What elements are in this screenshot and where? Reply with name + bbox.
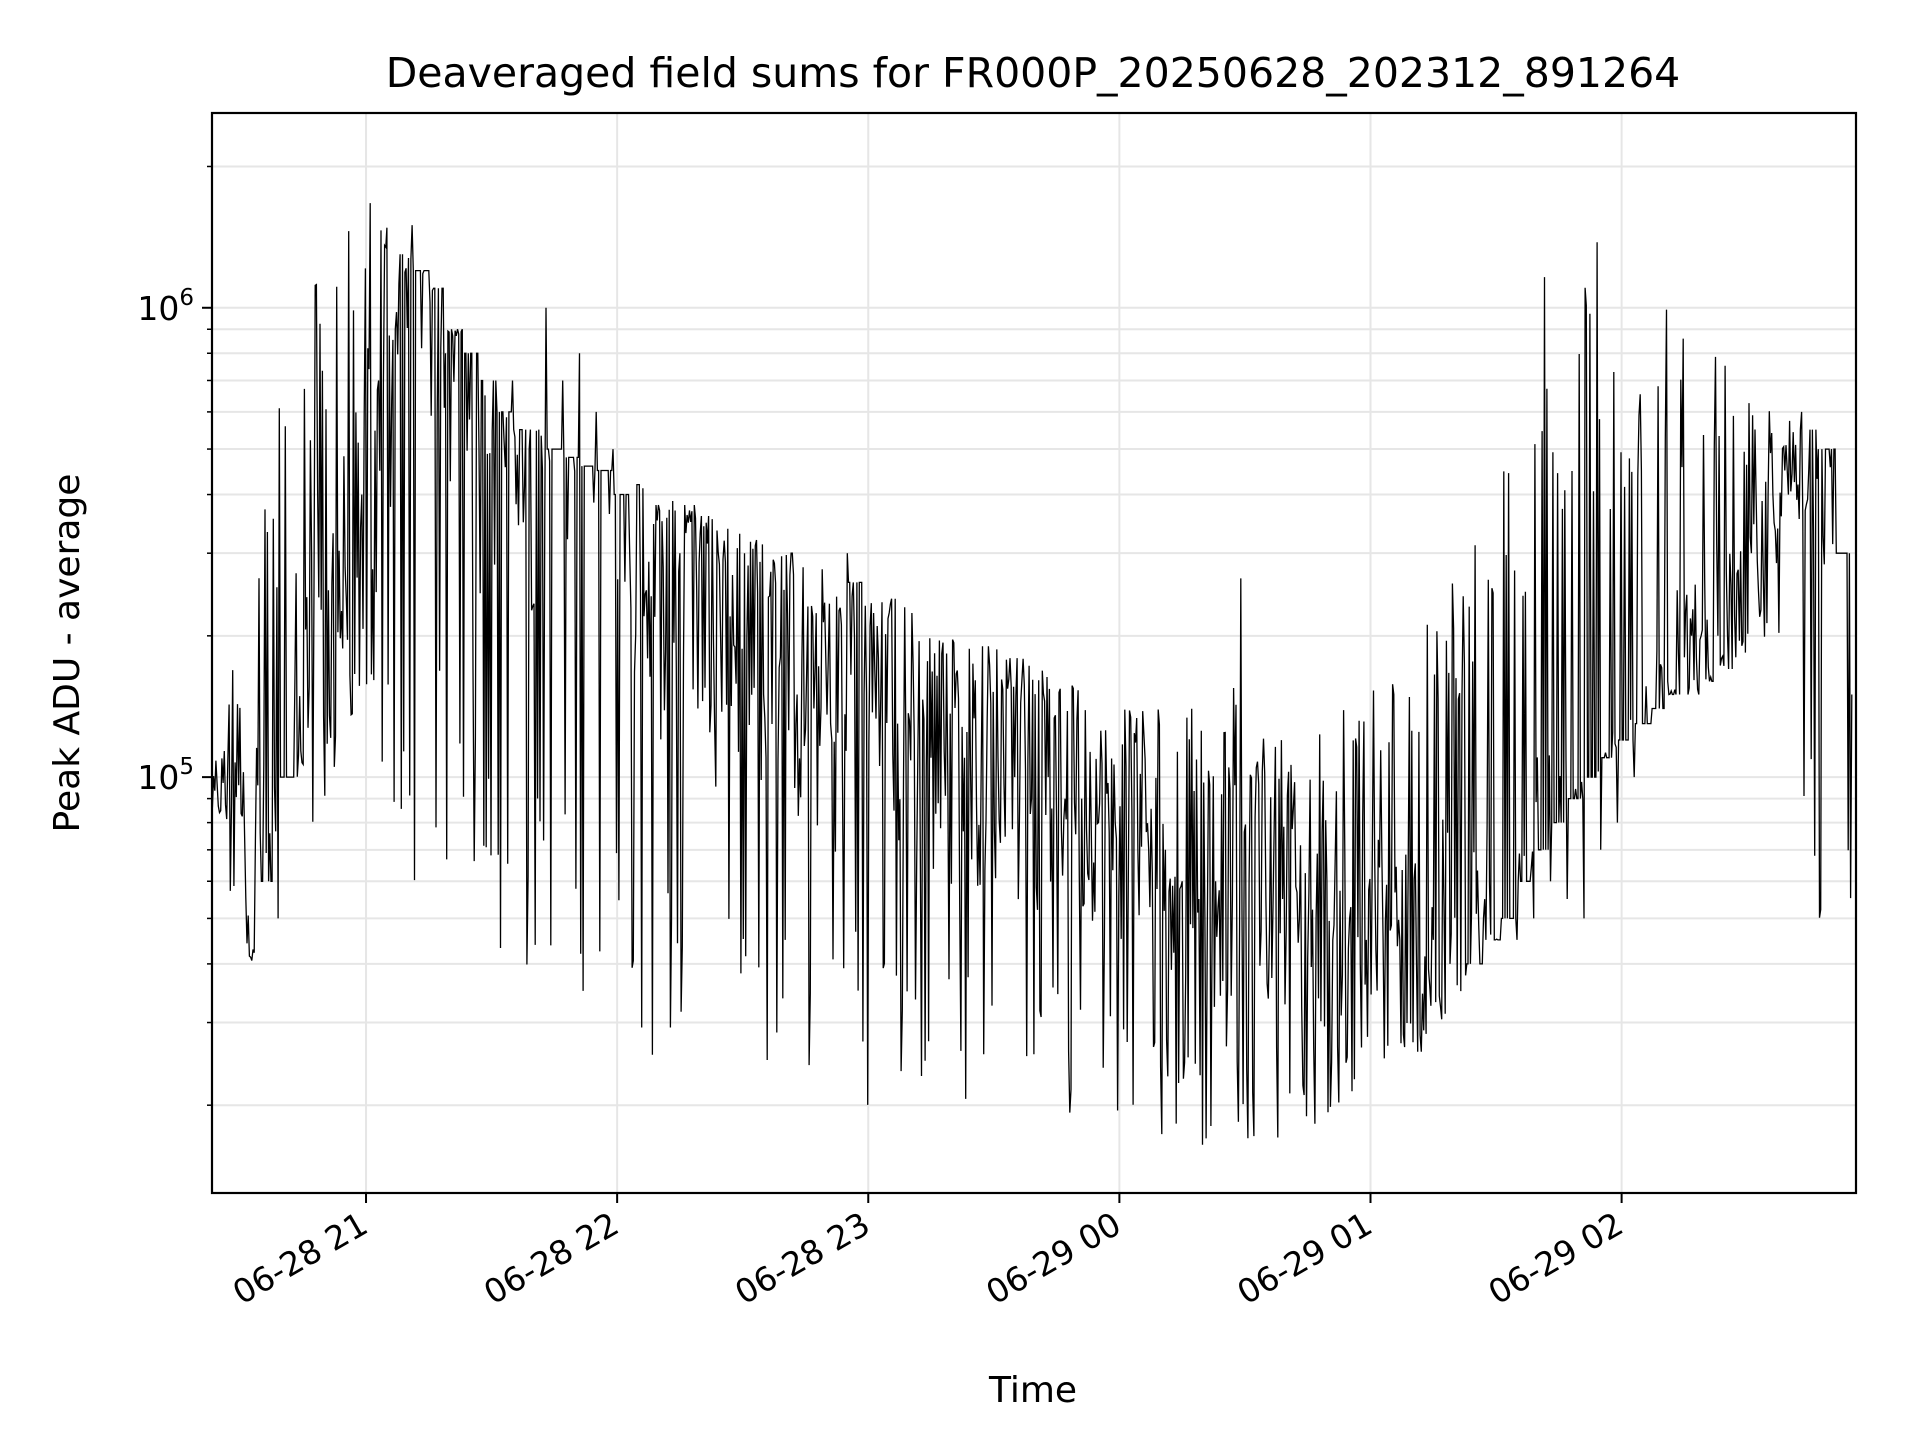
- y-axis-ticks: 105 106: [137, 165, 212, 1106]
- series-layer: [212, 203, 1853, 1145]
- plot-frame: [210, 111, 1858, 1195]
- y-axis-label: Peak ADU - average: [47, 474, 88, 833]
- chart-title: Deaveraged field sums for FR000P_2025062…: [386, 49, 1681, 97]
- x-axis-label: Time: [988, 1370, 1077, 1411]
- series-line: [212, 203, 1853, 1145]
- y-tick-label: 105: [137, 754, 194, 797]
- y-tick-label: 106: [137, 285, 194, 328]
